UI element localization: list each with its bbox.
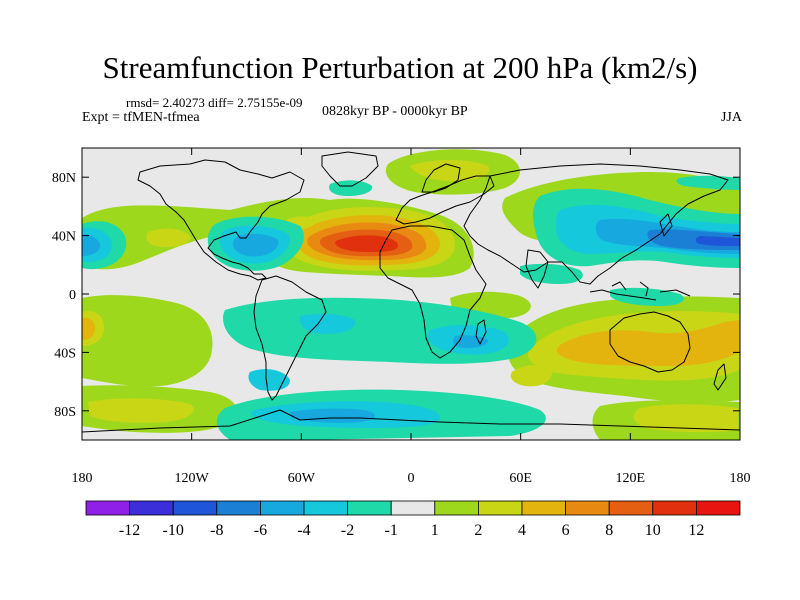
colorbar-box — [347, 500, 392, 516]
colorbar-box — [652, 500, 697, 516]
lon-label: 60E — [509, 471, 532, 486]
lat-label: 80N — [52, 171, 76, 186]
coastlines — [82, 151, 740, 433]
contour-caribbean-blue — [232, 233, 279, 257]
colorbar-label: -1 — [385, 522, 398, 539]
colorbar-box — [303, 500, 348, 516]
rmsd-diff-stats: rmsd= 2.40273 diff= 2.75155e-09 — [126, 95, 303, 110]
contour-indian-ocean-orange — [556, 320, 740, 366]
colorbar-label: 4 — [518, 522, 526, 539]
experiment-label: Expt = tfMEN-tfmea — [82, 110, 200, 125]
coastline-india — [525, 249, 549, 289]
colorbar-box — [608, 500, 654, 516]
contour-australia-yellow — [633, 404, 738, 433]
colorbar-label: 1 — [431, 522, 439, 539]
lon-label: 60W — [288, 471, 316, 486]
map-axis-ticks — [81, 148, 741, 440]
lat-label: 80S — [54, 405, 76, 420]
colorbar-box — [85, 500, 130, 516]
colorbar-label: 6 — [562, 522, 570, 539]
coastline-europe — [395, 175, 495, 225]
lon-label: 180 — [72, 471, 93, 486]
time-period-label: 0828kyr BP - 0000kyr BP — [322, 104, 468, 119]
contour-patagonia-cyan — [248, 369, 290, 391]
coastline-south-america — [253, 275, 327, 401]
coastline-madagascar — [475, 319, 487, 345]
plot-title: Streamfunction Perturbation at 200 hPa (… — [102, 50, 698, 85]
contour-south-atlantic-blue — [453, 335, 488, 348]
colorbar-label: -6 — [254, 522, 267, 539]
lon-label: 0 — [408, 471, 415, 486]
colorbar-label: 8 — [605, 522, 613, 539]
colorbar-box — [521, 500, 566, 516]
contour-east-pacific-core — [82, 317, 96, 340]
colorbar-box — [259, 500, 305, 516]
contour-nw-pacific-core — [695, 236, 740, 246]
coastline-new-zealand — [713, 363, 727, 391]
colorbar-label: 2 — [474, 522, 482, 539]
colorbar-label: 10 — [645, 522, 661, 539]
contour-southern-green-belt — [82, 295, 213, 387]
lon-label: 120W — [175, 471, 210, 486]
coastline-scandinavia — [421, 163, 461, 193]
coastline-greenland — [321, 151, 379, 187]
lat-label: 0 — [69, 288, 76, 303]
contour-ne-pacific-blue — [82, 234, 100, 256]
contour-indonesia-teal — [610, 287, 684, 306]
colorbar-label: -4 — [297, 522, 310, 539]
coastline-japan — [659, 213, 673, 237]
contour-fill-layer — [82, 148, 740, 440]
coastline-asia — [463, 163, 729, 285]
colorbar-labels: -12 -10 -8 -6 -4 -2 -1 1 2 4 6 8 10 12 — [119, 522, 704, 539]
colorbar-label: -12 — [119, 522, 140, 539]
coastline-indonesia — [589, 281, 691, 301]
lat-label: 40N — [52, 230, 76, 245]
coastline-antarctica — [82, 409, 740, 433]
colorbar-box — [696, 500, 741, 516]
contour-south-atlantic-yellow — [510, 365, 552, 387]
colorbar-box — [434, 500, 479, 516]
map-axis-labels: 80N 40N 0 40S 80S 180 120W 60W 0 60E 120E 180 — [52, 171, 751, 486]
contour-indian-ocean-teal — [520, 263, 583, 284]
contour-greenland-teal — [329, 180, 373, 196]
contour-south-pacific-yellow — [88, 398, 194, 423]
colorbar-label: 12 — [688, 522, 704, 539]
lon-label: 180 — [730, 471, 751, 486]
colorbar-box — [172, 500, 218, 516]
coastline-africa — [379, 225, 487, 359]
colorbar-label: -10 — [163, 522, 184, 539]
contour-atlantic-yellow — [146, 228, 191, 248]
colorbar-label: -2 — [341, 522, 354, 539]
lat-label: 40S — [54, 346, 76, 361]
coastline-north-america — [137, 159, 305, 281]
colorbar-box — [477, 500, 523, 516]
colorbar-box — [565, 500, 610, 516]
negative-anomalies — [82, 175, 740, 440]
season-label: JJA — [720, 110, 742, 125]
coastline-australia — [609, 311, 691, 373]
lon-label: 120E — [616, 471, 646, 486]
contour-arctic-teal — [676, 175, 740, 190]
colorbar-box — [390, 500, 436, 516]
colorbar-box — [129, 500, 174, 516]
colorbar-label: -8 — [210, 522, 223, 539]
colorbar-box — [216, 500, 261, 516]
colorbar-boxes — [85, 500, 741, 516]
